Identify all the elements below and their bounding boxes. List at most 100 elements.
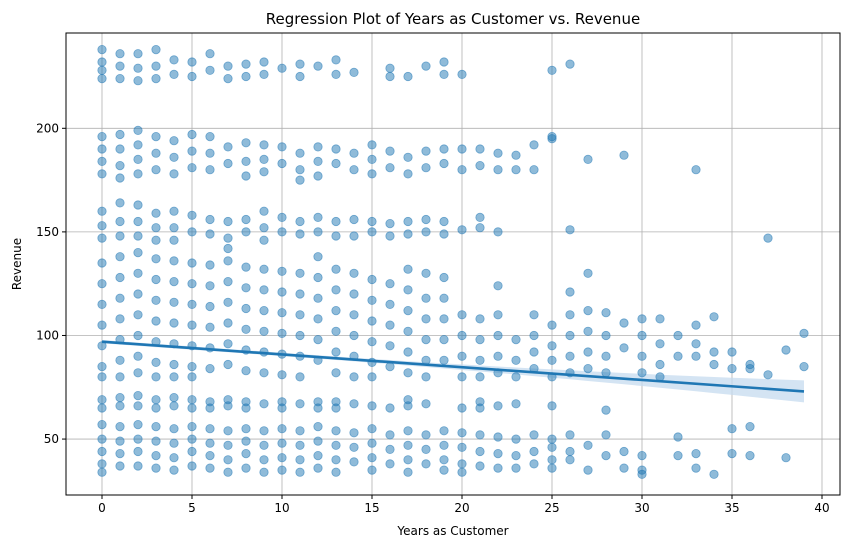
data-point bbox=[655, 339, 665, 349]
data-point bbox=[277, 227, 287, 237]
data-point bbox=[331, 305, 341, 316]
data-point bbox=[295, 399, 305, 409]
data-point bbox=[349, 214, 359, 225]
data-point bbox=[709, 312, 719, 322]
data-point bbox=[223, 158, 233, 169]
data-point bbox=[151, 223, 161, 233]
data-point bbox=[547, 132, 557, 142]
data-point bbox=[133, 125, 143, 135]
data-point bbox=[349, 148, 359, 158]
data-point bbox=[727, 347, 737, 357]
data-point bbox=[187, 361, 197, 372]
data-point bbox=[763, 233, 773, 243]
data-point bbox=[367, 453, 377, 463]
data-point bbox=[115, 144, 125, 154]
data-point bbox=[259, 154, 269, 164]
data-point bbox=[475, 161, 485, 171]
data-point bbox=[583, 465, 593, 475]
data-point bbox=[97, 169, 107, 179]
data-point bbox=[367, 401, 377, 411]
data-point bbox=[367, 154, 377, 164]
data-point bbox=[115, 129, 125, 140]
data-point bbox=[367, 372, 377, 382]
data-point bbox=[529, 459, 539, 469]
data-point bbox=[151, 74, 161, 84]
data-point bbox=[619, 463, 629, 473]
data-point bbox=[493, 281, 503, 291]
data-point bbox=[493, 148, 503, 158]
data-point bbox=[97, 320, 107, 330]
data-point bbox=[133, 434, 143, 444]
data-point bbox=[259, 140, 269, 150]
data-point bbox=[547, 455, 557, 465]
data-point bbox=[295, 289, 305, 299]
data-point bbox=[637, 330, 647, 341]
data-point bbox=[169, 372, 179, 382]
data-point bbox=[403, 264, 413, 274]
data-point bbox=[439, 465, 449, 475]
data-point bbox=[277, 212, 287, 222]
data-point bbox=[97, 361, 107, 372]
data-point bbox=[709, 469, 719, 479]
data-point bbox=[367, 465, 377, 475]
data-point bbox=[367, 438, 377, 448]
data-point bbox=[259, 206, 269, 216]
data-point bbox=[295, 71, 305, 82]
x-tick-label: 15 bbox=[364, 501, 379, 515]
data-point bbox=[169, 69, 179, 80]
data-point bbox=[583, 268, 593, 278]
data-point bbox=[637, 469, 647, 479]
data-point bbox=[151, 436, 161, 446]
data-point bbox=[547, 65, 557, 75]
data-point bbox=[115, 173, 125, 183]
data-point bbox=[529, 310, 539, 320]
data-point bbox=[367, 169, 377, 179]
data-point bbox=[439, 69, 449, 80]
data-point bbox=[169, 206, 179, 216]
data-point bbox=[133, 268, 143, 278]
data-point bbox=[97, 57, 107, 67]
data-point bbox=[241, 448, 251, 459]
data-point bbox=[277, 308, 287, 318]
data-point bbox=[205, 148, 215, 158]
data-point bbox=[97, 467, 107, 477]
data-point bbox=[565, 430, 575, 440]
confidence-band bbox=[102, 340, 804, 403]
data-point bbox=[457, 225, 467, 235]
data-point bbox=[313, 334, 323, 345]
data-point bbox=[385, 299, 395, 309]
data-point bbox=[331, 347, 341, 357]
data-point bbox=[529, 330, 539, 341]
x-axis-label: Years as Customer bbox=[396, 524, 508, 538]
data-point bbox=[673, 330, 683, 341]
data-point bbox=[367, 295, 377, 305]
data-point bbox=[151, 295, 161, 305]
x-tick-label: 20 bbox=[454, 501, 469, 515]
data-point bbox=[259, 167, 269, 177]
data-point bbox=[115, 421, 125, 432]
data-point bbox=[457, 372, 467, 382]
data-point bbox=[403, 152, 413, 162]
data-point bbox=[187, 279, 197, 289]
data-point bbox=[277, 63, 287, 73]
data-point bbox=[529, 165, 539, 175]
data-point bbox=[367, 227, 377, 237]
data-point bbox=[133, 231, 143, 241]
data-point bbox=[439, 216, 449, 227]
data-point bbox=[241, 138, 251, 148]
data-point bbox=[313, 61, 323, 71]
data-point bbox=[403, 368, 413, 378]
data-point bbox=[439, 314, 449, 324]
data-point bbox=[367, 274, 377, 285]
data-point bbox=[295, 175, 305, 185]
data-point bbox=[223, 339, 233, 349]
data-point bbox=[151, 421, 161, 432]
data-point bbox=[115, 401, 125, 411]
data-point bbox=[331, 426, 341, 436]
x-tick-label: 10 bbox=[274, 501, 289, 515]
data-point bbox=[331, 158, 341, 169]
data-point bbox=[97, 221, 107, 231]
data-point bbox=[97, 44, 107, 55]
data-point bbox=[349, 330, 359, 341]
